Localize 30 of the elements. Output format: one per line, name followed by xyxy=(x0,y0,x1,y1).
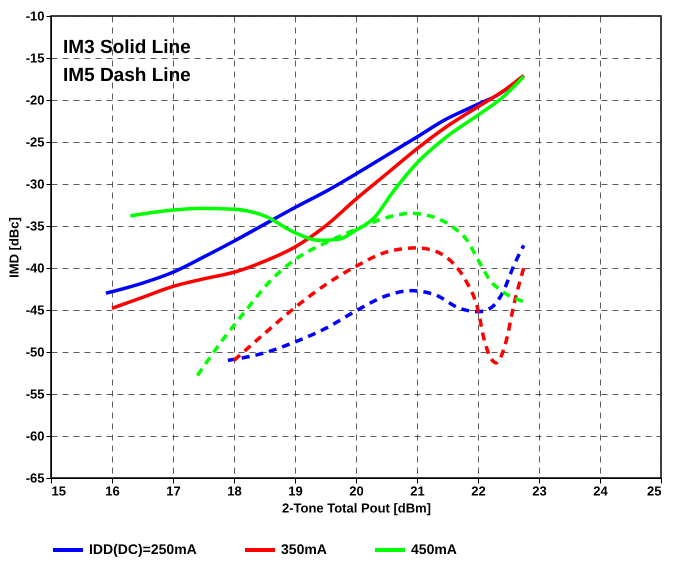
legend-label: IDD(DC)=250mA xyxy=(89,541,197,557)
y-tick-label: -55 xyxy=(26,386,44,402)
annotation: IM3 Solid Line xyxy=(63,37,191,58)
x-tick-label: 16 xyxy=(105,484,120,498)
y-tick-label: -65 xyxy=(26,470,44,486)
x-tick-label: 21 xyxy=(410,484,425,498)
y-tick-label: -60 xyxy=(26,428,44,444)
legend-label: 450mA xyxy=(411,541,457,557)
x-tick-label: 24 xyxy=(593,484,608,498)
x-axis-title: 2-Tone Total Pout [dBm] xyxy=(282,500,431,516)
x-tick-label: 22 xyxy=(471,484,486,498)
y-axis-title: IMD [dBc] xyxy=(6,217,22,278)
y-tick-label: -50 xyxy=(26,344,44,360)
y-tick-label: -35 xyxy=(26,218,44,234)
y-tick-label: -40 xyxy=(26,260,44,276)
x-tick-label: 19 xyxy=(288,484,303,498)
x-tick-label: 23 xyxy=(532,484,547,498)
x-tick-label: 25 xyxy=(647,484,662,498)
x-tick-label: 15 xyxy=(52,484,66,498)
y-tick-label: -20 xyxy=(26,92,44,108)
y-tick-label: -30 xyxy=(26,176,44,192)
annotation: IM5 Dash Line xyxy=(63,65,191,86)
y-tick-label: -15 xyxy=(26,50,44,66)
y-tick-label: -10 xyxy=(26,8,44,24)
legend-label: 350mA xyxy=(281,541,327,557)
y-tick-label: -25 xyxy=(26,134,44,150)
y-tick-label: -45 xyxy=(26,302,44,318)
x-tick-label: 17 xyxy=(166,484,181,498)
x-tick-label: 18 xyxy=(227,484,242,498)
x-tick-label: 20 xyxy=(349,484,364,498)
